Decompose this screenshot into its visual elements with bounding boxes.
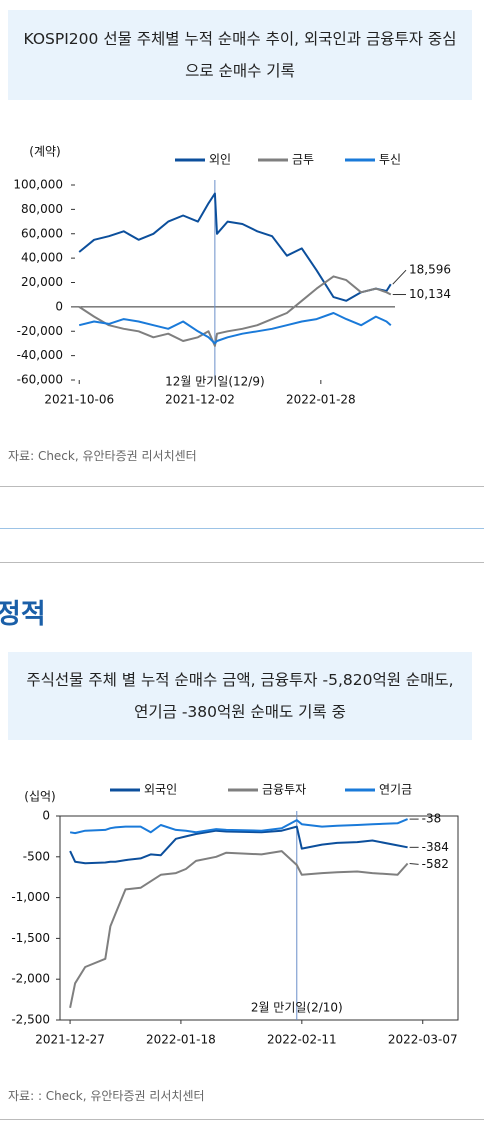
legend-label: 연기금 [379,783,412,797]
y-axis-unit: (십억) [24,790,55,804]
series-line [78,275,392,347]
y-tick-label: 60,000 [21,226,63,240]
series-line [69,818,408,835]
end-label: -582 [422,857,449,871]
series-line [69,850,409,1008]
end-label: 10,134 [409,287,451,301]
x-tick-label: 2022-02-11 [267,1033,337,1047]
end-label: 18,596 [409,263,451,277]
x-tick-label: 2022-03-07 [388,1033,458,1047]
y-tick-label: 100,000 [13,178,63,192]
legend-label: 투신 [379,153,401,167]
y-tick-label: -2,000 [11,972,50,986]
label-leader [392,269,407,285]
series-line [78,312,392,345]
x-tick-label: 2022-01-28 [286,393,356,407]
x-tick-label: 2021-12-27 [35,1033,105,1047]
legend-label: 외인 [209,153,231,167]
source-note: 자료: : Check, 유안타증권 리서치센터 [8,1089,205,1103]
series-line [69,825,408,865]
legend-label: 외국인 [144,783,177,797]
y-tick-label: 80,000 [21,202,63,216]
chart-title: 주식선물 주체 별 누적 순매수 금액, 금융투자 -5,820억원 순매도, … [8,652,472,740]
annotation-label: 12월 만기일(12/9) [165,375,265,389]
y-tick-label: -2,500 [11,1013,50,1027]
y-tick-label: -1,500 [11,931,50,945]
y-tick-label: -500 [23,849,50,863]
y-tick-label: 0 [55,299,63,313]
y-tick-label: -60,000 [17,373,63,387]
chart: (십억) -2,500 -2,000 -1,500 -1,000 -500 0 2021-12… [11,783,459,1047]
divider [0,486,484,487]
y-axis-unit: (계약) [29,144,60,159]
end-label: -384 [422,840,449,854]
x-tick-label: 2021-12-02 [165,393,235,407]
divider [0,1119,484,1120]
divider [0,562,484,563]
source-note: 자료: Check, 유안타증권 리서치센터 [8,449,197,463]
legend-label: 금융투자 [262,783,306,797]
y-tick-label: -1,000 [11,890,50,904]
legend-label: 금투 [292,153,314,167]
y-tick-label: 20,000 [21,275,63,289]
chart: (계약) -60,000 -40,000 -20,000 0 20,000 40,000 60… [13,144,451,407]
x-tick-label: 2022-01-18 [146,1033,216,1047]
y-tick-label: 40,000 [21,251,63,265]
section-heading: 정적 [0,599,46,630]
y-tick-label: 0 [42,809,50,823]
end-label: -38 [422,812,442,826]
series-line [78,192,392,302]
y-tick-label: -20,000 [17,324,63,338]
x-tick-label: 2021-10-06 [44,393,114,407]
y-tick-label: -40,000 [17,348,63,362]
plot-frame [59,815,459,1021]
chart-title: KOSPI200 선물 주체별 누적 순매수 추이, 외국인과 금융투자 중심으… [8,10,472,100]
divider [0,528,484,529]
annotation-label: 2월 만기일(2/10) [251,1001,343,1015]
label-leader [409,862,419,865]
